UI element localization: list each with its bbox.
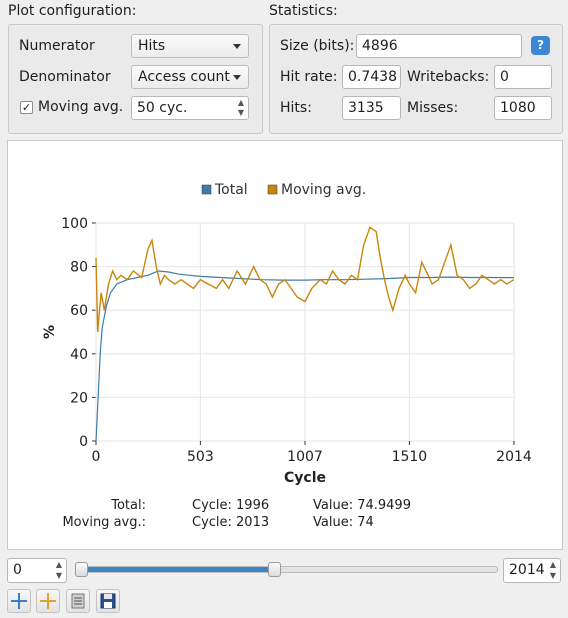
- range-max-value: 2014: [509, 562, 545, 578]
- spin-down-icon[interactable]: ▼: [55, 571, 63, 580]
- x-axis-label: Cycle: [284, 470, 326, 486]
- series-line-moving-avg: [95, 226, 515, 333]
- writebacks-label: Writebacks:: [407, 69, 490, 85]
- spin-down-icon[interactable]: ▼: [237, 108, 245, 117]
- crosshair-moving-button[interactable]: [36, 589, 60, 613]
- save-icon: [100, 593, 116, 609]
- denominator-select[interactable]: Access count: [131, 65, 249, 89]
- range-min-value: 0: [13, 562, 22, 578]
- misses-label: Misses:: [407, 100, 459, 116]
- list-icon: [71, 593, 85, 609]
- range-slider-fill: [77, 567, 275, 572]
- hits-label: Hits:: [280, 100, 312, 116]
- range-slider-track[interactable]: [75, 562, 498, 577]
- series-line-total: [95, 270, 515, 442]
- readout-total-label: Total:: [111, 498, 146, 513]
- writebacks-field[interactable]: 0: [494, 65, 552, 89]
- line-chart[interactable]: 0 20 40 60 80 100 0 503 1007 1510 2014 Cycle% Total M…: [8, 141, 562, 549]
- readout-moving-cycle: Cycle: 2013: [192, 515, 270, 530]
- legend-swatch: [201, 184, 212, 195]
- chevron-down-icon: [233, 44, 241, 49]
- spin-up-icon[interactable]: ▲: [237, 98, 245, 107]
- x-tick-label: 0: [92, 449, 101, 465]
- spin-down-icon[interactable]: ▼: [549, 571, 557, 580]
- legend-label: Moving avg.: [281, 182, 366, 198]
- numerator-value: Hits: [138, 38, 166, 54]
- y-tick-label: 60: [70, 303, 88, 319]
- size-field[interactable]: 4896: [356, 34, 522, 58]
- save-button[interactable]: [96, 589, 120, 613]
- denominator-label: Denominator: [19, 69, 111, 85]
- readout-moving-label: Moving avg.:: [62, 515, 146, 530]
- help-icon[interactable]: ?: [531, 36, 550, 55]
- range-slider-max-handle[interactable]: [268, 562, 282, 577]
- moving-avg-value: 50 cyc.: [137, 100, 188, 116]
- statistics-title: Statistics:: [269, 3, 338, 19]
- plot-config-title: Plot configuration:: [8, 3, 137, 19]
- spin-up-icon[interactable]: ▲: [55, 560, 63, 569]
- plot-config-group: Numerator Hits Denominator Access count …: [8, 24, 263, 134]
- y-tick-label: 20: [70, 390, 88, 406]
- x-tick-label: 503: [187, 449, 214, 465]
- list-button[interactable]: [66, 589, 90, 613]
- legend-label: Total: [214, 182, 248, 198]
- misses-field[interactable]: 1080: [494, 96, 552, 120]
- moving-avg-checkbox[interactable]: ✓: [20, 101, 33, 114]
- chevron-down-icon: [233, 75, 241, 80]
- plot-panel[interactable]: 0 20 40 60 80 100 0 503 1007 1510 2014 Cycle% Total M…: [7, 140, 563, 550]
- x-tick-label: 1007: [287, 449, 323, 465]
- moving-avg-label: Moving avg.: [38, 99, 124, 115]
- hit-rate-field[interactable]: 0.7438: [342, 65, 401, 89]
- hits-field[interactable]: 3135: [342, 96, 401, 120]
- y-tick-label: 0: [79, 434, 88, 450]
- y-tick-label: 80: [70, 260, 88, 276]
- range-slider-min-handle[interactable]: [75, 562, 88, 577]
- y-tick-label: 100: [61, 216, 88, 232]
- spin-up-icon[interactable]: ▲: [549, 560, 557, 569]
- statistics-group: Size (bits): 4896 ? Hit rate: 0.7438 Wri…: [269, 24, 563, 134]
- crosshair-orange-icon: [40, 593, 56, 609]
- readout-total-cycle: Cycle: 1996: [192, 498, 270, 513]
- y-tick-label: 40: [70, 347, 88, 363]
- x-tick-label: 2014: [496, 449, 532, 465]
- crosshair-blue-icon: [11, 593, 27, 609]
- readout-moving-value: Value: 74: [313, 515, 374, 530]
- range-min-spinbox[interactable]: 0 ▲ ▼: [7, 558, 67, 583]
- size-label: Size (bits):: [280, 38, 355, 54]
- range-max-spinbox[interactable]: 2014 ▲ ▼: [503, 558, 561, 583]
- x-tick-label: 1510: [392, 449, 428, 465]
- numerator-label: Numerator: [19, 38, 95, 54]
- crosshair-total-button[interactable]: [7, 589, 31, 613]
- denominator-value: Access count: [138, 69, 230, 85]
- readout-total-value: Value: 74.9499: [313, 498, 411, 513]
- moving-avg-spinbox[interactable]: 50 cyc. ▲ ▼: [131, 96, 249, 120]
- hit-rate-label: Hit rate:: [280, 69, 338, 85]
- legend-swatch: [267, 184, 278, 195]
- numerator-select[interactable]: Hits: [131, 34, 249, 58]
- y-axis-label: %: [42, 325, 58, 339]
